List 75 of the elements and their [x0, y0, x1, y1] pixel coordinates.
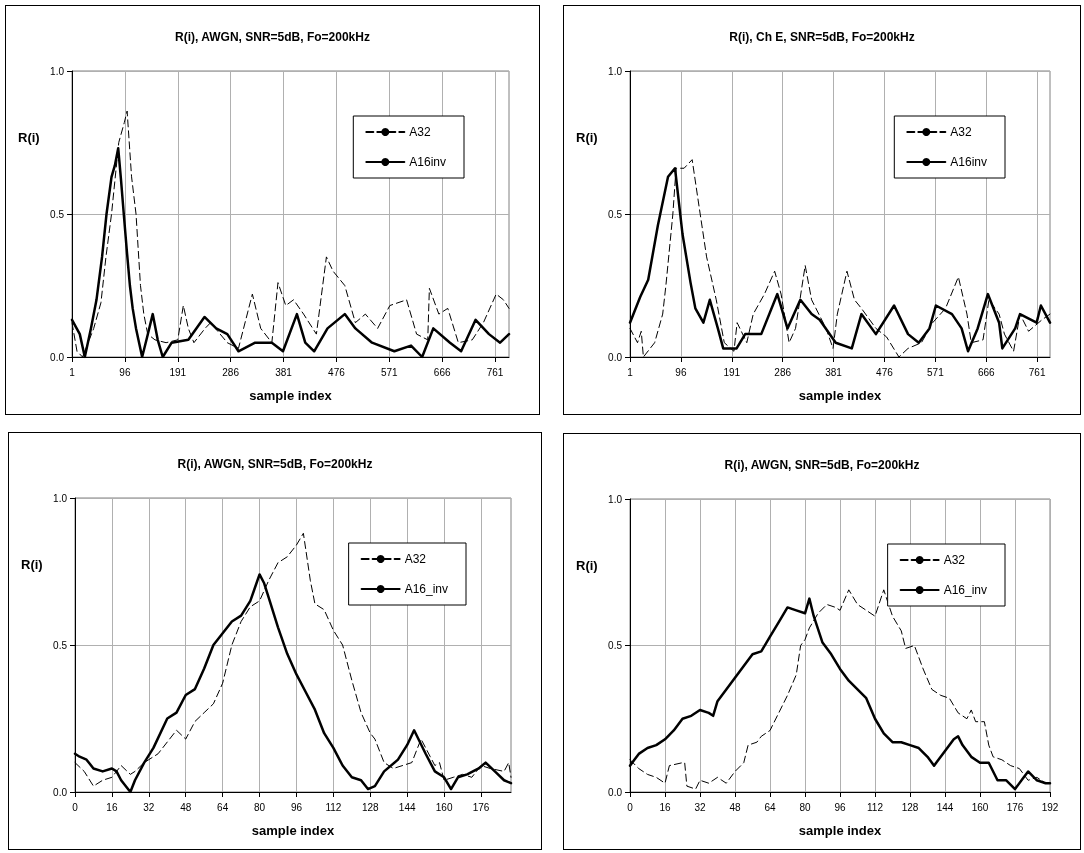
x-tick-label: 64 — [764, 801, 776, 813]
y-tick-label: 0.0 — [608, 786, 623, 798]
x-tick-label: 16 — [106, 801, 118, 813]
y-tick-label: 0.5 — [608, 640, 623, 651]
x-tick-label: 160 — [435, 801, 453, 813]
x-tick-label: 381 — [825, 366, 843, 378]
y-axis-title: R(i) — [576, 130, 598, 145]
x-tick-label: 32 — [143, 801, 155, 813]
legend-label: A32 — [943, 553, 966, 567]
x-tick-label: 381 — [275, 366, 293, 378]
x-tick-label: 128 — [361, 801, 380, 813]
y-tick-label: 0.5 — [53, 639, 68, 651]
x-tick-label: 286 — [774, 366, 792, 378]
chart-title: R(i), Ch E, SNR=5dB, Fo=200kHz — [729, 30, 915, 44]
x-tick-label: 571 — [927, 366, 945, 378]
y-tick-label: 1.0 — [50, 65, 65, 77]
y-axis-title: R(i) — [576, 558, 598, 573]
chart-title: R(i), AWGN, SNR=5dB, Fo=200kHz — [724, 458, 920, 472]
y-axis-title: R(i) — [21, 557, 43, 572]
x-tick-label: 192 — [1041, 801, 1059, 813]
legend-label: A16_inv — [404, 582, 449, 596]
x-tick-label: 761 — [1028, 366, 1046, 378]
legend-label: A32 — [950, 125, 972, 139]
y-axis-title: R(i) — [18, 130, 40, 145]
x-axis-title: sample index — [251, 823, 335, 838]
x-tick-label: 571 — [380, 366, 399, 378]
chart-title: R(i), AWGN, SNR=5dB, Fo=200kHz — [175, 30, 370, 44]
y-tick-label: 0.5 — [50, 208, 65, 220]
legend-label: A16_inv — [943, 583, 988, 597]
x-tick-label: 666 — [433, 366, 451, 378]
x-tick-label: 32 — [694, 801, 706, 813]
x-tick-label: 96 — [675, 366, 687, 378]
x-tick-label: 476 — [328, 366, 346, 378]
x-tick-label: 666 — [977, 366, 996, 378]
x-tick-label: 96 — [119, 366, 131, 378]
x-tick-label: 80 — [799, 801, 811, 813]
y-tick-label: 1.0 — [608, 493, 623, 505]
y-tick-label: 0.5 — [608, 208, 623, 220]
y-tick-label: 0.0 — [608, 351, 623, 363]
chart-title: R(i), AWGN, SNR=5dB, Fo=200kHz — [177, 457, 373, 471]
x-tick-label: 286 — [222, 366, 240, 378]
x-tick-label: 160 — [971, 801, 989, 813]
y-tick-label: 0.0 — [50, 351, 65, 363]
x-tick-label: 0 — [627, 801, 634, 813]
x-tick-label: 96 — [834, 801, 846, 813]
legend-label: A16inv — [950, 155, 988, 169]
x-tick-label: 96 — [290, 801, 303, 813]
legend-label: A32 — [404, 552, 427, 566]
x-tick-label: 48 — [729, 801, 741, 813]
x-tick-label: 1 — [627, 366, 634, 378]
y-tick-label: 1.0 — [53, 492, 68, 504]
x-tick-label: 176 — [472, 801, 490, 813]
x-axis-title: sample index — [798, 388, 882, 403]
x-tick-label: 0 — [72, 801, 79, 813]
x-tick-label: 476 — [876, 366, 894, 378]
x-tick-label: 191 — [723, 366, 741, 378]
x-tick-label: 128 — [901, 801, 919, 813]
x-tick-label: 144 — [398, 801, 416, 813]
x-axis-title: sample index — [249, 388, 333, 403]
x-tick-label: 761 — [486, 366, 504, 378]
x-tick-label: 176 — [1006, 801, 1024, 813]
x-tick-label: 112 — [325, 801, 342, 813]
y-tick-label: 1.0 — [608, 65, 623, 77]
x-tick-label: 48 — [180, 801, 192, 813]
x-axis-title: sample index — [798, 823, 882, 838]
x-tick-label: 191 — [169, 366, 187, 378]
x-tick-label: 144 — [936, 801, 954, 813]
x-tick-label: 16 — [659, 801, 671, 813]
x-tick-label: 1 — [69, 366, 76, 378]
x-tick-label: 80 — [253, 801, 266, 813]
legend-label: A32 — [409, 125, 431, 139]
legend-label: A16inv — [409, 155, 447, 169]
x-tick-label: 64 — [217, 801, 229, 813]
y-tick-label: 0.0 — [53, 786, 68, 798]
x-tick-label: 112 — [867, 801, 884, 813]
